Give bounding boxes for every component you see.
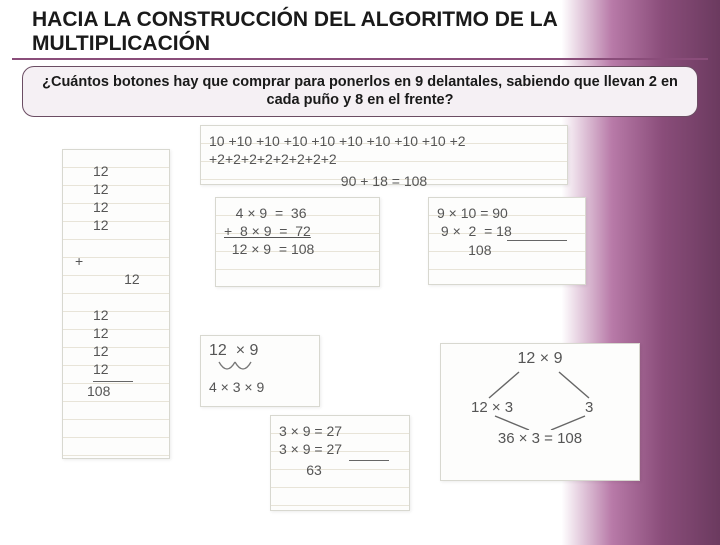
addend: 12 xyxy=(93,342,161,360)
addend: 12 xyxy=(93,216,161,234)
addend: 12 xyxy=(93,162,161,180)
work-tree-decomposition: 12 × 9 12 × 3 3 36 × 3 = 108 xyxy=(440,343,640,481)
tree-right-label: 3 xyxy=(585,399,593,416)
work-line: 4 × 3 × 9 xyxy=(209,378,311,396)
work-three-nines: 3 × 9 = 27 3 × 9 = 27 63 xyxy=(270,415,410,511)
work-line: + 8 × 9 = 72 xyxy=(224,222,371,240)
work-line: +2+2+2+2+2+2+2+2 xyxy=(209,150,559,168)
work-result: 63 xyxy=(279,461,401,479)
addend: 12 xyxy=(93,306,161,324)
addend-value: 12 xyxy=(124,271,140,287)
column-total: 108 xyxy=(87,382,161,400)
page-title: HACIA LA CONSTRUCCIÓN DEL ALGORITMO DE L… xyxy=(12,0,708,60)
problem-question: ¿Cuántos botones hay que comprar para po… xyxy=(22,66,698,116)
split-arcs-icon xyxy=(211,360,261,378)
work-line: 10 +10 +10 +10 +10 +10 +10 +10 +10 +2 xyxy=(209,132,559,150)
work-repeated-tens: 10 +10 +10 +10 +10 +10 +10 +10 +10 +2 +2… xyxy=(200,125,568,185)
work-result: 108 xyxy=(437,241,577,259)
work-result: 12 × 9 = 108 xyxy=(224,240,371,258)
plus-sign: + xyxy=(75,252,83,270)
addend: 12 xyxy=(93,198,161,216)
work-factor-split: 12 × 9 4 × 3 × 9 xyxy=(200,335,320,407)
work-partial-products-a: 4 × 9 = 36 + 8 × 9 = 72 12 × 9 = 108 xyxy=(215,197,380,287)
addend: 12 xyxy=(93,180,161,198)
tree-result: 36 × 3 = 108 xyxy=(449,430,631,448)
work-result: 90 + 18 = 108 xyxy=(209,172,559,190)
addend: + 12 xyxy=(93,234,161,306)
tree-root: 12 × 9 xyxy=(449,350,631,368)
addend: 12 xyxy=(93,360,161,378)
addend: 12 xyxy=(93,324,161,342)
tree-branches-icon: 12 × 3 3 xyxy=(449,368,633,430)
work-column-addition: 12 12 12 12 + 12 12 12 12 12 108 xyxy=(62,149,170,459)
work-line: 3 × 9 = 27 xyxy=(279,440,401,458)
work-line: 9 × 10 = 90 xyxy=(437,204,577,222)
work-line: 12 × 9 xyxy=(209,342,311,360)
student-work-area: 10 +10 +10 +10 +10 +10 +10 +10 +10 +2 +2… xyxy=(0,125,720,545)
work-line: 3 × 9 = 27 xyxy=(279,422,401,440)
work-line: 9 × 2 = 18 xyxy=(437,222,577,240)
work-line: 4 × 9 = 36 xyxy=(224,204,371,222)
work-partial-products-b: 9 × 10 = 90 9 × 2 = 18 108 xyxy=(428,197,586,285)
tree-left-label: 12 × 3 xyxy=(471,399,513,416)
